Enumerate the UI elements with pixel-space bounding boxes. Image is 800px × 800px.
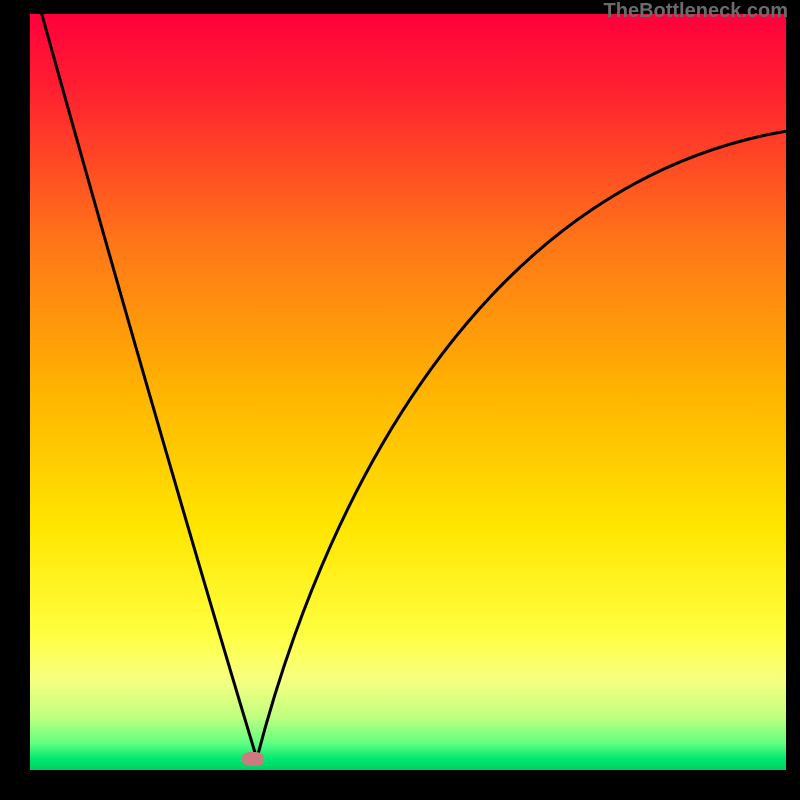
border-left [0,0,30,800]
plot-area [30,14,786,770]
gradient-background [30,14,786,770]
minimum-marker [242,752,264,766]
border-bottom [0,770,800,800]
border-right [786,0,800,800]
chart-container: TheBottleneck.com [0,0,800,800]
watermark-text: TheBottleneck.com [604,0,788,23]
